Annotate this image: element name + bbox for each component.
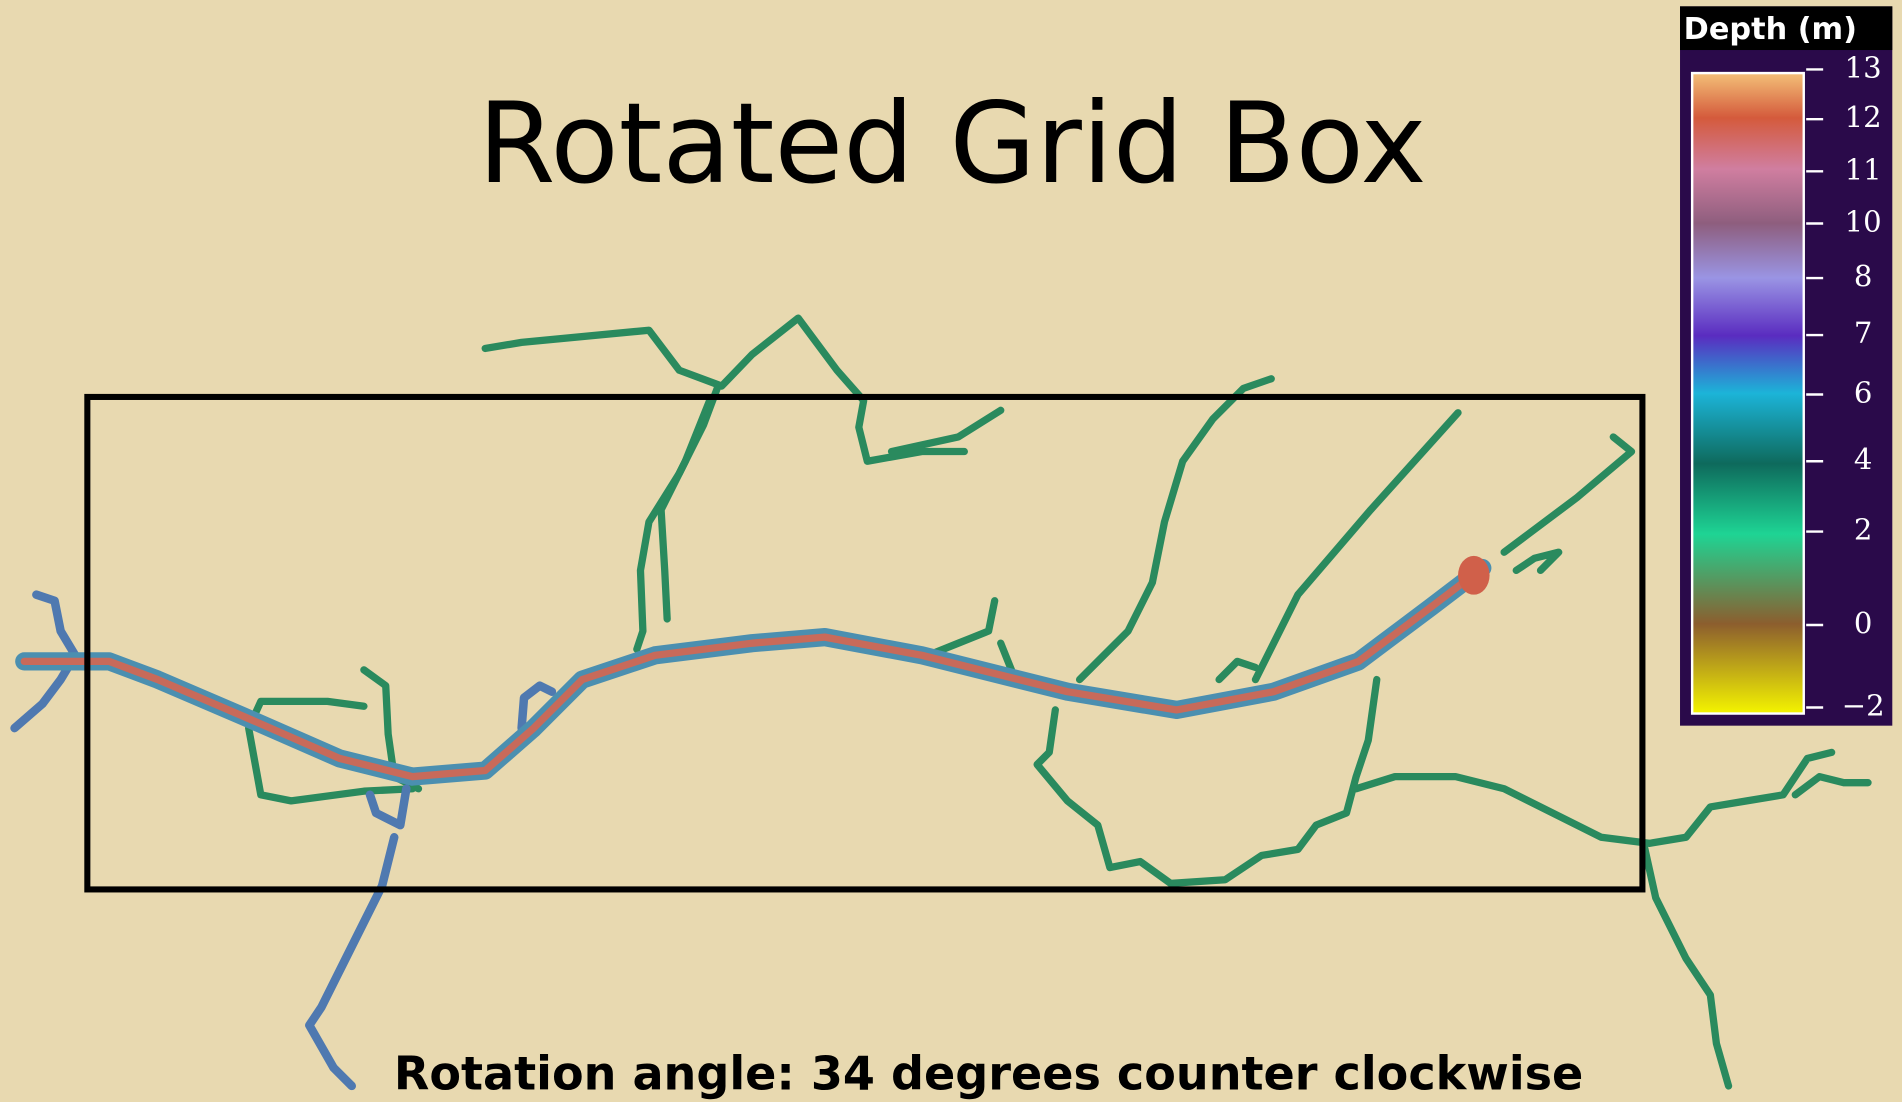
colorbar-tick-label: 11 bbox=[1845, 152, 1882, 186]
colorbar-ticks: 13 12 11 10 8 7 6 4 2 0 −2 bbox=[1806, 50, 1885, 722]
title: Rotated Grid Box bbox=[478, 79, 1427, 209]
colorbar-tick-label: 10 bbox=[1845, 204, 1882, 238]
colorbar-header bbox=[1680, 6, 1893, 51]
colorbar-tick-label: 13 bbox=[1845, 50, 1882, 84]
colorbar-tick-label: 2 bbox=[1854, 513, 1873, 547]
caption: Rotation angle: 34 degrees counter clock… bbox=[394, 1047, 1583, 1101]
colorbar-tick-label: 7 bbox=[1854, 316, 1873, 350]
colorbar-tick-label: 6 bbox=[1854, 376, 1873, 410]
colorbar-tick-label: 12 bbox=[1845, 100, 1882, 134]
grid-box bbox=[84, 393, 1646, 893]
colorbar-tick-label: −2 bbox=[1842, 688, 1885, 722]
colorbar-tick-label: 0 bbox=[1854, 606, 1873, 640]
colorbar-title: Depth (m) bbox=[1684, 12, 1857, 47]
colorbar-tick-label: 4 bbox=[1854, 442, 1873, 476]
colorbar-gradient bbox=[1690, 71, 1805, 715]
colorbar-tick-label: 8 bbox=[1854, 259, 1873, 293]
colorbar: Depth (m) 13 12 11 10 8 7 6 4 2 0 −2 bbox=[1680, 6, 1893, 726]
river-network bbox=[10, 314, 1872, 1091]
